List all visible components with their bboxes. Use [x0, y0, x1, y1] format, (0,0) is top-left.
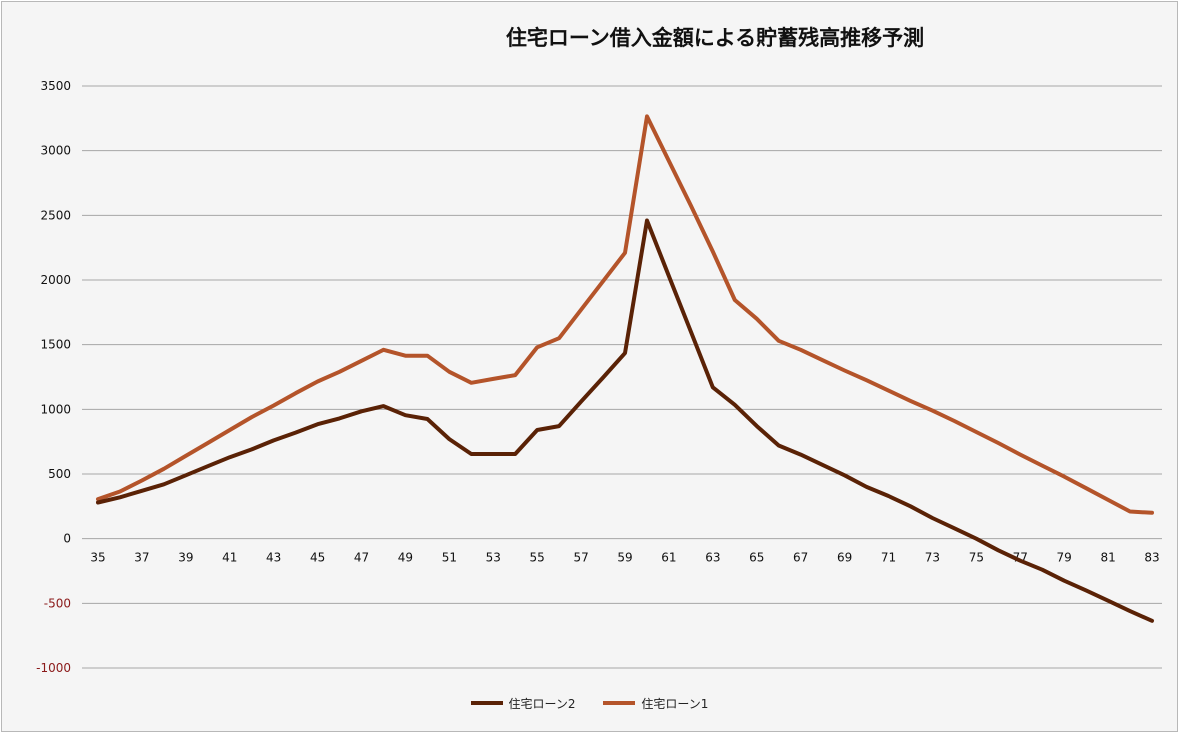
x-tick-label: 43: [266, 551, 281, 565]
legend-swatch-series-1: [470, 701, 503, 705]
series-line-1: [96, 218, 1154, 623]
legend-item-series-1: 住宅ローン2: [470, 695, 576, 712]
legend-item-series-2: 住宅ローン1: [603, 695, 708, 712]
x-tick-label: 35: [90, 551, 105, 565]
x-tick-label: 51: [442, 551, 457, 565]
x-tick-label: 83: [1144, 551, 1159, 565]
y-tick-label: -500: [44, 596, 71, 610]
y-tick-label: -1000: [36, 661, 71, 675]
x-tick-label: 65: [749, 551, 764, 565]
x-tick-label: 59: [617, 551, 632, 565]
legend: 住宅ローン2 住宅ローン1: [0, 694, 1179, 712]
y-tick-label: 500: [48, 467, 71, 481]
x-tick-label: 41: [222, 551, 237, 565]
x-tick-label: 49: [398, 551, 413, 565]
x-tick-label: 75: [969, 551, 984, 565]
legend-swatch-series-2: [603, 701, 636, 705]
x-tick-label: 79: [1057, 551, 1072, 565]
legend-label-series-2: 住宅ローン1: [641, 696, 709, 711]
series-line-2: [96, 114, 1154, 515]
y-tick-label: 2500: [40, 208, 71, 222]
y-tick-label: 3000: [40, 144, 71, 158]
x-tick-label: 81: [1100, 551, 1115, 565]
x-tick-label: 57: [573, 551, 588, 565]
x-tick-label: 37: [134, 551, 149, 565]
x-tick-label: 53: [486, 551, 501, 565]
chart-title: 住宅ローン借入金額による貯蓄残高推移予測: [505, 26, 925, 50]
x-tick-label: 47: [354, 551, 369, 565]
x-tick-label: 63: [705, 551, 720, 565]
x-tick-label: 61: [661, 551, 676, 565]
y-tick-label: 0: [63, 532, 71, 546]
y-tick-label: 2000: [40, 273, 71, 287]
y-tick-label: 1500: [40, 338, 71, 352]
x-tick-label: 55: [530, 551, 545, 565]
legend-label-series-1: 住宅ローン2: [508, 696, 576, 711]
x-tick-label: 73: [925, 551, 940, 565]
y-tick-label: 1000: [40, 402, 71, 416]
x-tick-label: 39: [178, 551, 193, 565]
x-tick-label: 69: [837, 551, 852, 565]
x-tick-label: 45: [310, 551, 325, 565]
y-tick-label: 3500: [40, 79, 71, 93]
x-tick-label: 71: [881, 551, 896, 565]
x-tick-label: 67: [793, 551, 808, 565]
